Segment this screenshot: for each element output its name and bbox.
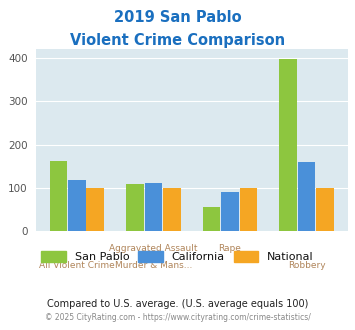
Bar: [316, 188, 334, 231]
Bar: [87, 188, 104, 231]
Text: Aggravated Assault: Aggravated Assault: [109, 244, 198, 253]
Text: Rape: Rape: [219, 244, 241, 253]
Bar: [221, 192, 239, 231]
Bar: [126, 184, 144, 231]
Bar: [68, 180, 86, 231]
Text: © 2025 CityRating.com - https://www.cityrating.com/crime-statistics/: © 2025 CityRating.com - https://www.city…: [45, 313, 310, 322]
Bar: [163, 188, 181, 231]
Text: Robbery: Robbery: [288, 261, 325, 270]
Legend: San Pablo, California, National: San Pablo, California, National: [37, 247, 318, 267]
Bar: [298, 162, 315, 231]
Bar: [240, 188, 257, 231]
Text: 2019 San Pablo: 2019 San Pablo: [114, 10, 241, 25]
Bar: [50, 161, 67, 231]
Text: Compared to U.S. average. (U.S. average equals 100): Compared to U.S. average. (U.S. average …: [47, 299, 308, 309]
Text: All Violent Crime: All Violent Crime: [39, 261, 115, 270]
Text: Violent Crime Comparison: Violent Crime Comparison: [70, 33, 285, 48]
Bar: [203, 207, 220, 231]
Bar: [279, 59, 297, 231]
Bar: [144, 183, 162, 231]
Text: Murder & Mans...: Murder & Mans...: [115, 261, 192, 270]
